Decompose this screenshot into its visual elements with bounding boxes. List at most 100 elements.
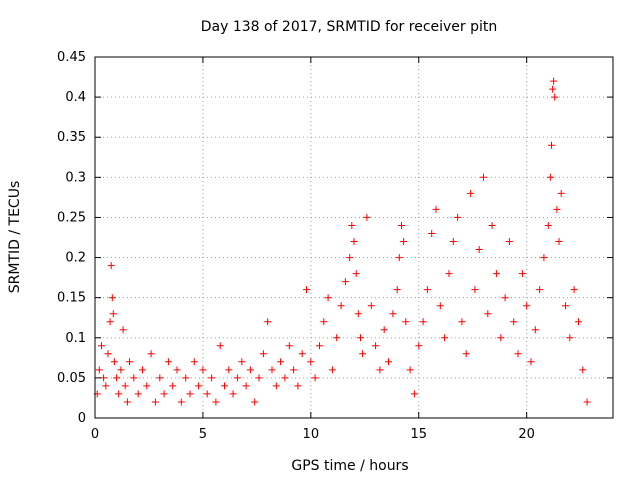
data-point	[106, 318, 114, 326]
data-point	[551, 93, 559, 101]
data-point	[363, 213, 371, 221]
data-point	[195, 382, 203, 390]
data-point	[147, 350, 155, 358]
data-point	[160, 390, 168, 398]
data-point	[143, 382, 151, 390]
data-point	[328, 366, 336, 374]
data-point	[177, 398, 185, 406]
data-point	[320, 318, 328, 326]
grid-layer	[95, 57, 613, 418]
x-tick-label: 15	[410, 427, 427, 442]
y-tick-label: 0.15	[57, 291, 86, 306]
y-tick-label: 0.4	[65, 90, 86, 105]
data-point	[164, 358, 172, 366]
data-point	[130, 374, 138, 382]
data-point	[126, 358, 133, 366]
data-point	[562, 302, 569, 310]
data-point	[348, 222, 356, 229]
data-point	[380, 326, 388, 334]
data-point	[316, 342, 323, 350]
points-layer	[93, 77, 591, 406]
data-point	[549, 85, 557, 93]
data-point	[238, 358, 246, 366]
data-point	[540, 254, 548, 262]
data-point	[100, 374, 108, 382]
data-point	[570, 286, 578, 294]
data-point	[389, 310, 397, 318]
data-point	[324, 294, 332, 302]
data-point	[436, 302, 444, 310]
data-point	[121, 382, 129, 390]
data-point	[151, 398, 159, 406]
data-point	[376, 366, 384, 374]
data-point	[350, 238, 358, 245]
y-tick-label: 0.05	[57, 371, 86, 386]
data-point	[199, 366, 207, 374]
data-point	[190, 358, 198, 366]
data-point	[108, 294, 116, 302]
data-point	[109, 310, 117, 318]
data-point	[294, 382, 302, 390]
data-point	[484, 310, 492, 318]
data-point	[107, 262, 115, 270]
data-point	[398, 222, 405, 229]
y-tick-label: 0.25	[57, 210, 86, 225]
data-point	[523, 302, 531, 310]
data-point	[251, 398, 259, 406]
data-point	[385, 358, 392, 366]
data-point	[246, 366, 254, 374]
data-point	[402, 318, 410, 326]
data-point	[555, 238, 563, 245]
data-point	[225, 366, 233, 374]
data-point	[113, 374, 121, 382]
data-point	[367, 302, 375, 310]
data-point	[544, 222, 552, 229]
data-point	[423, 286, 431, 294]
data-point	[307, 358, 315, 366]
data-point	[359, 350, 367, 358]
x-tick-label: 10	[303, 427, 320, 442]
data-point	[419, 318, 427, 326]
data-point	[156, 374, 164, 382]
data-point	[134, 390, 142, 398]
y-tick-label: 0.35	[57, 130, 86, 145]
data-point	[406, 366, 414, 374]
data-point	[471, 286, 479, 294]
data-point	[352, 270, 360, 278]
data-point	[400, 238, 408, 245]
data-point	[566, 334, 574, 342]
data-point	[272, 382, 280, 390]
data-point	[514, 350, 522, 358]
data-point	[462, 350, 470, 358]
data-point	[268, 366, 276, 374]
data-point	[505, 238, 513, 245]
data-point	[579, 366, 587, 374]
data-point	[255, 374, 263, 382]
y-axis-title: SRMTID / TECUs	[7, 181, 23, 294]
data-point	[233, 374, 241, 382]
data-point	[182, 374, 190, 382]
data-point	[492, 270, 500, 278]
data-point	[346, 254, 354, 262]
x-axis-title: GPS time / hours	[291, 458, 408, 474]
data-point	[583, 398, 591, 406]
data-point	[415, 342, 423, 350]
y-tick-label: 0.1	[65, 331, 86, 346]
data-point	[480, 173, 487, 181]
data-point	[117, 366, 125, 374]
data-point	[441, 334, 449, 342]
data-point	[449, 238, 457, 245]
data-point	[428, 230, 436, 237]
data-point	[393, 286, 401, 294]
data-point	[575, 318, 582, 326]
data-point	[445, 270, 453, 278]
data-point	[115, 390, 123, 398]
y-tick-label: 0.2	[65, 251, 86, 266]
data-point	[458, 318, 466, 326]
data-point	[216, 342, 224, 350]
data-point	[333, 334, 341, 342]
data-point	[95, 366, 103, 374]
data-point	[432, 205, 440, 213]
data-point	[546, 173, 554, 181]
data-point	[518, 270, 526, 278]
